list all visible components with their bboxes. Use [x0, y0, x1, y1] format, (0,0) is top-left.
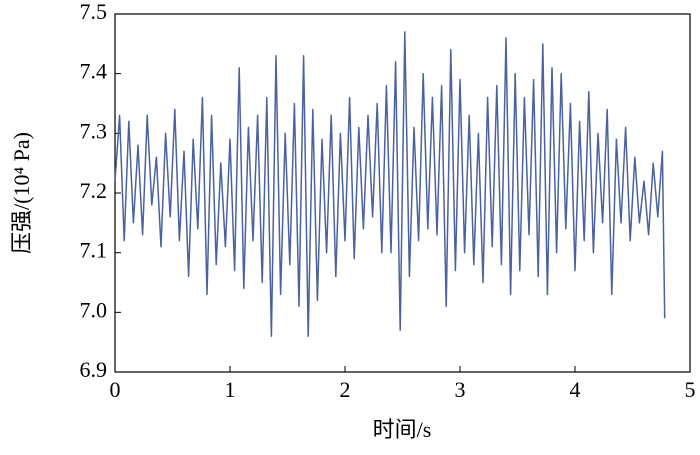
x-tick-label: 3: [455, 377, 466, 402]
x-tick-label: 5: [685, 377, 696, 402]
x-axis-label: 时间/s: [373, 417, 432, 442]
y-tick-label: 7.2: [80, 178, 108, 203]
x-tick-label: 4: [570, 377, 581, 402]
y-tick-label: 7.1: [80, 238, 108, 263]
y-tick-label: 7.5: [80, 0, 108, 24]
data-line: [114, 31, 666, 337]
y-tick-label: 6.9: [80, 357, 108, 382]
x-tick-label: 0: [110, 377, 121, 402]
y-axis-label: 压强/(10⁴ Pa): [9, 132, 34, 254]
y-tick-label: 7.3: [80, 118, 108, 143]
x-tick-label: 2: [340, 377, 351, 402]
y-tick-label: 7.0: [80, 297, 108, 322]
x-tick-label: 1: [225, 377, 236, 402]
y-tick-label: 7.4: [80, 59, 108, 84]
